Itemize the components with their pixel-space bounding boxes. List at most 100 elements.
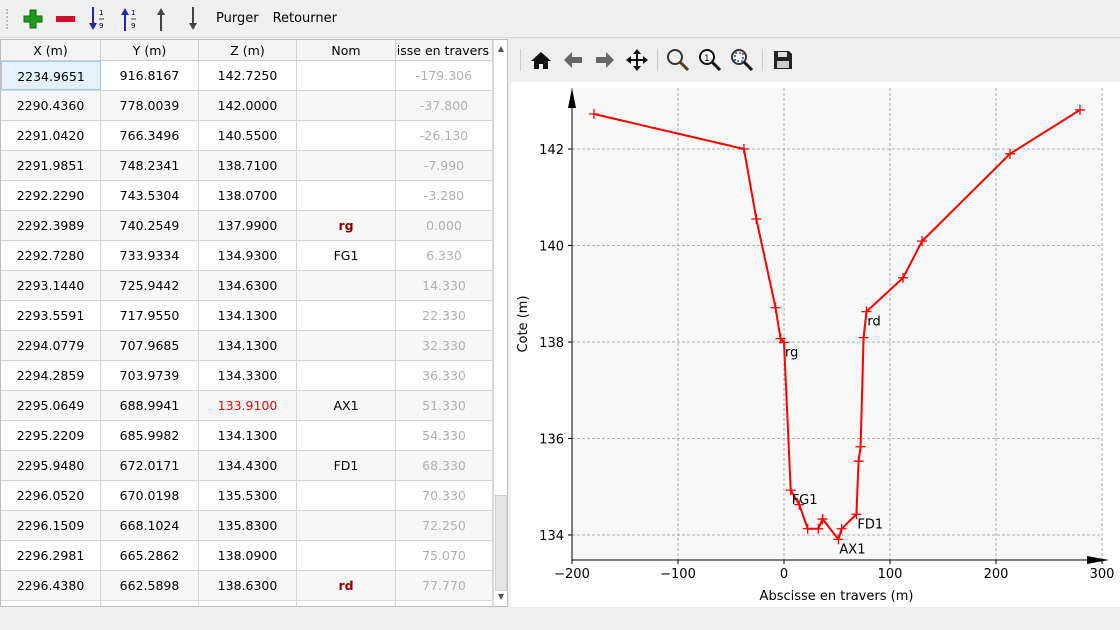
profile-point-marker[interactable] (1074, 104, 1085, 115)
profile-point-marker[interactable] (794, 499, 805, 510)
cell-nom[interactable] (297, 361, 396, 390)
cell-nom[interactable] (297, 541, 396, 570)
cell-y[interactable]: 717.9550 (101, 301, 199, 330)
profile-point-marker[interactable] (851, 509, 862, 520)
cell-nom[interactable]: FD1 (297, 451, 396, 480)
toolbar-grip[interactable] (6, 8, 10, 29)
column-header-abscisse[interactable]: Abscisse en travers (396, 40, 493, 61)
cell-abscisse[interactable]: 51.330 (396, 391, 493, 420)
column-header-z[interactable]: Z (m) (199, 40, 297, 61)
profile-point-marker[interactable] (785, 485, 796, 496)
cell-z[interactable]: 137.9900 (199, 211, 297, 240)
cell-y[interactable]: 766.3496 (101, 121, 199, 150)
cell-y[interactable]: 665.2862 (101, 541, 199, 570)
cell-nom[interactable]: FG1 (297, 241, 396, 270)
plot-area[interactable] (572, 88, 1101, 560)
plot-toolbar-scrollbar[interactable] (1106, 42, 1120, 82)
cell-y[interactable]: 672.0171 (101, 451, 199, 480)
cell-abscisse[interactable]: 32.330 (396, 331, 493, 360)
profile-point-marker[interactable] (861, 306, 872, 317)
zoom-button[interactable] (662, 44, 694, 76)
cell-z[interactable]: 134.1300 (199, 421, 297, 450)
profile-point-marker[interactable] (833, 534, 844, 545)
remove-point-button[interactable] (50, 4, 80, 34)
cell-abscisse[interactable]: 36.330 (396, 361, 493, 390)
cell-z[interactable]: 133.9100 (199, 391, 297, 420)
profile-point-marker[interactable] (738, 144, 749, 154)
table-row[interactable]: 2292.3989 740.2549 137.9900 rg 0.000 (1, 211, 493, 241)
pan-button[interactable] (621, 44, 653, 76)
cell-y[interactable]: 725.9442 (101, 271, 199, 300)
cell-abscisse[interactable]: 14.330 (396, 271, 493, 300)
cell-abscisse[interactable]: 75.070 (396, 541, 493, 570)
cell-nom[interactable] (297, 61, 396, 90)
cell-x[interactable]: 2293.1440 (1, 271, 101, 300)
cell-nom[interactable] (297, 271, 396, 300)
cell-x[interactable]: 2291.0420 (1, 121, 101, 150)
cell-x[interactable]: 2291.9851 (1, 151, 101, 180)
table-row[interactable]: 2296.2981 665.2862 138.0900 75.070 (1, 541, 493, 571)
table-row[interactable]: 2292.7280 733.9334 134.9300 FG1 6.330 (1, 241, 493, 271)
table-row[interactable]: 2294.0779 707.9685 134.1300 32.330 (1, 331, 493, 361)
table-row[interactable]: 2290.4360 778.0039 142.0000 -37.800 (1, 91, 493, 121)
cell-z[interactable]: 134.9300 (199, 241, 297, 270)
profile-point-marker[interactable] (813, 523, 824, 534)
zoom-fit-button[interactable] (726, 44, 758, 76)
cell-z[interactable]: 138.0700 (199, 181, 297, 210)
table-row[interactable]: 2292.2290 743.5304 138.0700 -3.280 (1, 181, 493, 211)
cell-z[interactable]: 135.8300 (199, 511, 297, 540)
cell-nom[interactable]: rg (297, 211, 396, 240)
profile-point-marker[interactable] (1004, 148, 1015, 159)
cell-z[interactable]: 138.7100 (199, 151, 297, 180)
purge-button[interactable]: Purger (216, 11, 259, 26)
save-figure-button[interactable] (767, 44, 799, 76)
cell-y[interactable]: 670.0198 (101, 481, 199, 510)
profile-point-marker[interactable] (751, 213, 762, 224)
cell-nom[interactable] (297, 301, 396, 330)
cell-z[interactable] (199, 601, 297, 606)
cell-x[interactable]: 2293.5591 (1, 301, 101, 330)
cell-x[interactable] (1, 601, 101, 606)
cell-y[interactable] (101, 601, 199, 606)
cell-nom[interactable]: AX1 (297, 391, 396, 420)
cell-y[interactable]: 740.2549 (101, 211, 199, 240)
back-button[interactable] (557, 44, 589, 76)
cell-z[interactable]: 134.3300 (199, 361, 297, 390)
cell-abscisse[interactable] (396, 601, 493, 606)
home-button[interactable] (525, 44, 557, 76)
cell-x[interactable]: 2295.0649 (1, 391, 101, 420)
scroll-up-arrow-icon[interactable]: ▲ (497, 44, 505, 53)
profile-chart[interactable]: −200 −100 0 100 200 300 134 136 138 140 142 Absciss… (511, 82, 1120, 607)
cell-nom[interactable] (297, 421, 396, 450)
cell-nom[interactable] (297, 121, 396, 150)
table-row[interactable]: 2296.1509 668.1024 135.8300 72.250 (1, 511, 493, 541)
add-point-button[interactable] (18, 4, 48, 34)
cell-z[interactable]: 134.4300 (199, 451, 297, 480)
cell-abscisse[interactable]: 70.330 (396, 481, 493, 510)
cell-y[interactable]: 703.9739 (101, 361, 199, 390)
profile-point-marker[interactable] (853, 456, 864, 467)
cell-nom[interactable] (297, 511, 396, 540)
cell-z[interactable]: 138.0900 (199, 541, 297, 570)
cell-nom[interactable] (297, 151, 396, 180)
cell-z[interactable]: 134.1300 (199, 331, 297, 360)
table-row[interactable]: 2295.9480 672.0171 134.4300 FD1 68.330 (1, 451, 493, 481)
table-vertical-scrollbar[interactable]: ▲ ▼ (493, 40, 507, 606)
cell-x[interactable]: 2290.4360 (1, 91, 101, 120)
cell-y[interactable]: 685.9982 (101, 421, 199, 450)
cell-z[interactable]: 134.1300 (199, 301, 297, 330)
column-header-y[interactable]: Y (m) (101, 40, 199, 61)
cell-x[interactable]: 2234.9651 (1, 61, 101, 90)
cell-nom[interactable] (297, 481, 396, 510)
profile-point-marker[interactable] (917, 236, 928, 247)
cell-y[interactable]: 778.0039 (101, 91, 199, 120)
move-up-button[interactable] (146, 4, 176, 34)
cell-nom[interactable] (297, 601, 396, 606)
column-header-x[interactable]: X (m) (1, 40, 101, 61)
cell-x[interactable]: 2296.1509 (1, 511, 101, 540)
table-row[interactable]: 2293.1440 725.9442 134.6300 14.330 (1, 271, 493, 301)
cell-y[interactable]: 733.9334 (101, 241, 199, 270)
cell-abscisse[interactable]: -7.990 (396, 151, 493, 180)
cell-y[interactable]: 662.5898 (101, 571, 199, 600)
